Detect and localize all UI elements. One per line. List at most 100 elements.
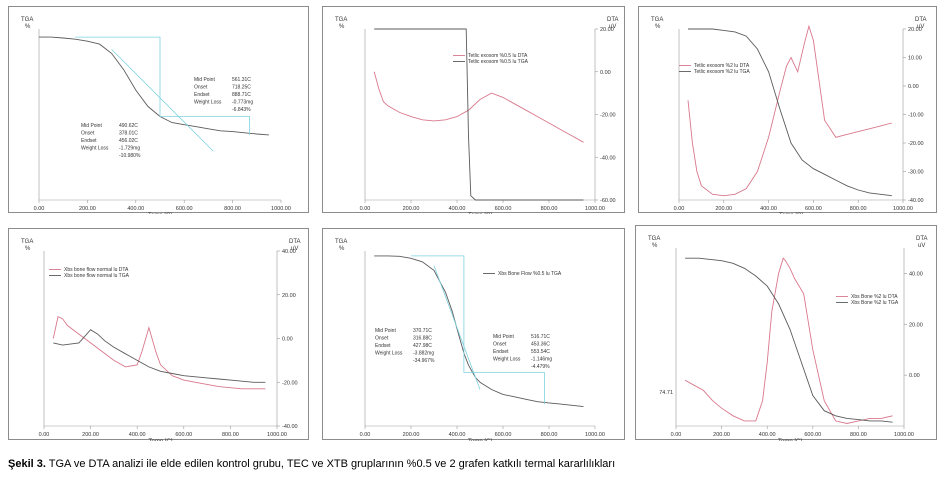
x-tick-label: 0.00 [671, 432, 682, 438]
right-axis-unit: uV [609, 24, 616, 30]
series-line-tga [685, 257, 893, 423]
right-axis-label: DTA [916, 236, 928, 242]
x-tick-label: 0.00 [34, 206, 45, 212]
annotation-value: -1.729mg [119, 146, 140, 152]
right-tick-label: -10.00 [908, 113, 924, 119]
right-tick-label: 40.00 [909, 271, 923, 277]
chart-panel-control-tga: TGA% 0.00 200.00 400.00 600.00 800.00 1000.00 T… [8, 6, 309, 214]
series-line-dta [373, 71, 584, 143]
tangent-step-line [75, 36, 250, 135]
left-axis-unit: % [652, 243, 658, 249]
x-tick-label: 800.00 [850, 206, 867, 212]
x-tick-label: 800.00 [541, 432, 558, 438]
x-tick-label: 1000.00 [267, 432, 287, 438]
series-line-tga [688, 28, 892, 197]
right-tick-label: 10.00 [908, 56, 922, 62]
left-axis-label: TGA [335, 239, 347, 245]
annotation-key: Onset [493, 342, 507, 348]
annotation-value: -3.882mg [413, 351, 434, 357]
annotation-key: Mid Point [493, 334, 514, 340]
chart-panel-tec-05: TGA% 0.00 200.00 400.00 600.00 800.00 1000.00 T… [322, 6, 625, 214]
right-tick-label: -30.00 [908, 170, 924, 176]
annotation-value: -34.967% [413, 358, 435, 364]
right-tick-label: -60.00 [600, 198, 616, 204]
left-axis-unit: % [339, 246, 345, 252]
right-axis-label: DTA [289, 239, 301, 245]
x-tick-label: 600.00 [495, 432, 512, 438]
chart-panel-tec-2: TGA% 0.00 200.00 400.00 600.00 800.00 1000.00 T… [638, 6, 937, 214]
legend-label: Xbs Bone %2 lu DTA [851, 294, 898, 300]
annotation-key: Weight Loss [375, 351, 403, 357]
annotation-key: Endset [81, 138, 97, 144]
x-tick-label: 1000.00 [585, 206, 605, 212]
x-tick-label: 1000.00 [894, 432, 914, 438]
x-axis-label: Temp [C] [779, 213, 803, 214]
x-tick-label: 200.00 [403, 206, 420, 212]
left-axis-label: TGA [335, 17, 347, 23]
x-axis-label: Temp [C] [148, 213, 172, 214]
chart-panel-xtb-2: TGA% 0.00 200.00 400.00 600.00 800.00 1000.00 T… [635, 225, 937, 441]
annotation-value: -1.146mg [531, 357, 552, 363]
x-tick-label: 800.00 [541, 206, 558, 212]
annotation-key: Mid Point [194, 77, 215, 83]
annotation-value: 553.54C [531, 349, 550, 355]
right-tick-label: 40.00 [282, 249, 296, 255]
x-tick-label: 800.00 [850, 432, 867, 438]
annotation-key: Endset [194, 92, 210, 98]
left-axis-label: TGA [21, 17, 33, 23]
left-axis-unit: % [339, 24, 345, 30]
left-axis-unit: % [25, 24, 31, 30]
annotation-value: 516.71C [531, 334, 550, 340]
series-line-tga [53, 329, 266, 383]
right-tick-label: -40.00 [908, 198, 924, 204]
annotation-value: 888.71C [232, 92, 251, 98]
legend-label: Xbs bone flow normal lu TGA [64, 273, 130, 279]
x-tick-label: 200.00 [403, 432, 420, 438]
figure-caption: Şekil 3. TGA ve DTA analizi ile elde edi… [8, 458, 615, 470]
x-tick-label: 0.00 [674, 206, 685, 212]
x-tick-label: 1000.00 [893, 206, 913, 212]
series-line-dta [687, 24, 892, 197]
legend-label: Xbs bone flow normal lu DTA [64, 267, 129, 273]
x-axis-label: Temp [C] [468, 439, 492, 441]
x-tick-label: 400.00 [129, 432, 146, 438]
annotation-key: Weight Loss [81, 146, 109, 152]
x-axis-label: Temp [C] [778, 439, 802, 441]
right-tick-label: 20.00 [282, 293, 296, 299]
x-tick-label: 400.00 [760, 206, 777, 212]
figure-caption-text: TGA ve DTA analizi ile elde edilen kontr… [48, 458, 616, 470]
chart-svg-1: TGA% 0.00 200.00 400.00 600.00 800.00 1000.00 T… [335, 17, 619, 214]
right-tick-label: -40.00 [282, 424, 298, 430]
left-tick-label: 74.71 [659, 390, 673, 396]
annotation-key: Onset [81, 131, 95, 137]
x-tick-label: 0.00 [360, 432, 371, 438]
annotation-value: -0.773mg [232, 100, 253, 106]
x-tick-label: 0.00 [360, 206, 371, 212]
figure-caption-label: Şekil 3. [8, 458, 46, 470]
tangent-slope-line [111, 49, 214, 152]
annotation-value: 370.71C [413, 328, 432, 334]
annotation-value: 561.31C [232, 77, 251, 83]
annotation-value: 490.62C [119, 123, 138, 129]
annotation-key: Onset [194, 85, 208, 91]
series-line-tga [39, 36, 269, 136]
x-tick-label: 200.00 [715, 206, 732, 212]
right-axis-label: DTA [915, 17, 927, 23]
chart-svg-5: TGA% 0.00 200.00 400.00 600.00 800.00 1000.00 T… [648, 236, 928, 441]
right-tick-label: -20.00 [282, 380, 298, 386]
x-tick-label: 1000.00 [271, 206, 291, 212]
left-axis-label: TGA [21, 239, 33, 245]
right-axis-unit: uV [291, 246, 298, 252]
annotation-value: 456.02C [119, 138, 138, 144]
tangent-step-line [411, 255, 545, 405]
x-tick-label: 200.00 [82, 432, 99, 438]
series-line-tga [374, 28, 584, 201]
x-tick-label: 1000.00 [585, 432, 605, 438]
right-tick-label: 20.00 [600, 27, 614, 33]
annotation-key: Endset [493, 349, 509, 355]
left-axis-unit: % [25, 246, 31, 252]
x-tick-label: 400.00 [759, 432, 776, 438]
x-tick-label: 600.00 [804, 432, 821, 438]
right-tick-label: 20.00 [909, 322, 923, 328]
annotation-key: Endset [375, 343, 391, 349]
